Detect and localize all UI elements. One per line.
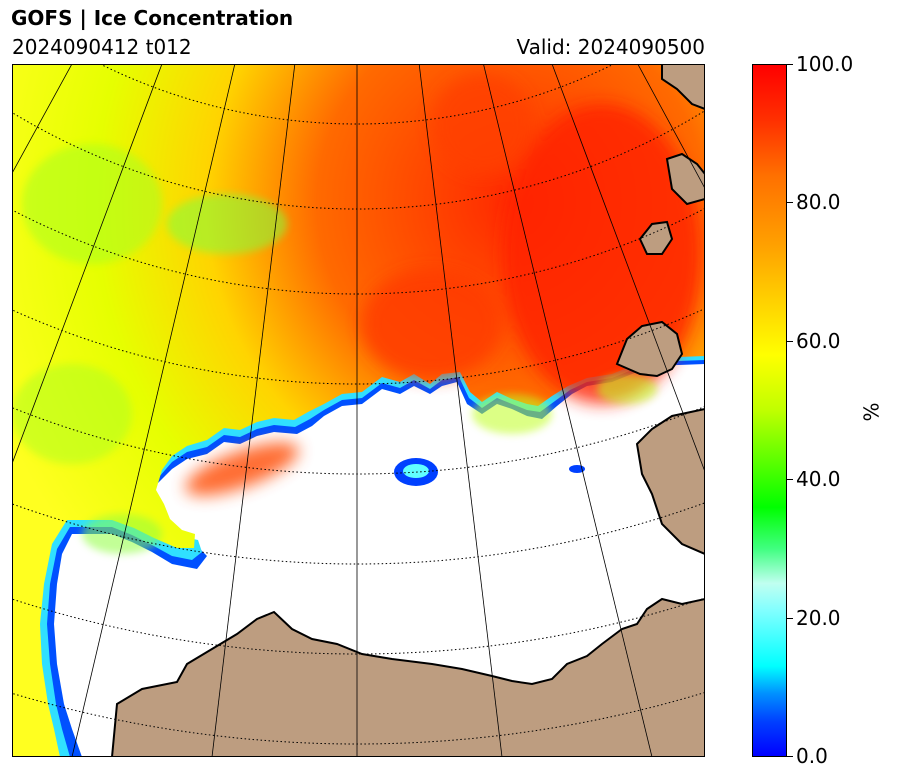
colorbar-tick: [787, 202, 793, 203]
low-ice-patch: [82, 514, 162, 554]
colorbar: [752, 64, 787, 757]
chart-title: GOFS | Ice Concentration: [11, 6, 294, 30]
valid-label: Valid: 2024090500: [516, 35, 705, 59]
land-island: [615, 320, 684, 378]
isolated-ice-floe-core: [403, 464, 429, 478]
colorbar-tick: [787, 64, 793, 65]
colorbar-tick: [787, 479, 793, 480]
colorbar-tick-label: 0.0: [796, 744, 828, 768]
colorbar-tick-label: 80.0: [796, 190, 841, 214]
colorbar-tick-label: 40.0: [796, 467, 841, 491]
land-island: [638, 220, 674, 255]
colorbar-unit-label: %: [859, 402, 884, 422]
small-ice-floe: [569, 465, 585, 473]
low-ice-patch: [167, 194, 287, 254]
land-island: [665, 152, 705, 206]
colorbar-tick-label: 60.0: [796, 329, 841, 353]
map-canvas: [12, 64, 705, 757]
colorbar-tick-label: 100.0: [796, 52, 854, 76]
low-ice-patch: [12, 364, 132, 464]
land-mainland: [110, 597, 705, 757]
high-ice-patch: [432, 74, 532, 174]
low-ice-patch: [472, 394, 552, 434]
run-label: 2024090412 t012: [12, 35, 192, 59]
colorbar-tick: [787, 341, 793, 342]
map-frame: [12, 64, 705, 757]
high-ice-patch: [362, 269, 502, 379]
low-ice-patch: [597, 374, 657, 404]
colorbar-tick: [787, 756, 793, 757]
colorbar-tick-label: 20.0: [796, 606, 841, 630]
land-island: [661, 64, 705, 111]
low-ice-patch: [22, 144, 162, 264]
meridians: [12, 64, 705, 757]
colorbar-tick: [787, 618, 793, 619]
high-ice-patch: [185, 442, 299, 496]
map-panel[interactable]: [12, 64, 705, 757]
land-archipelago: [635, 407, 705, 556]
